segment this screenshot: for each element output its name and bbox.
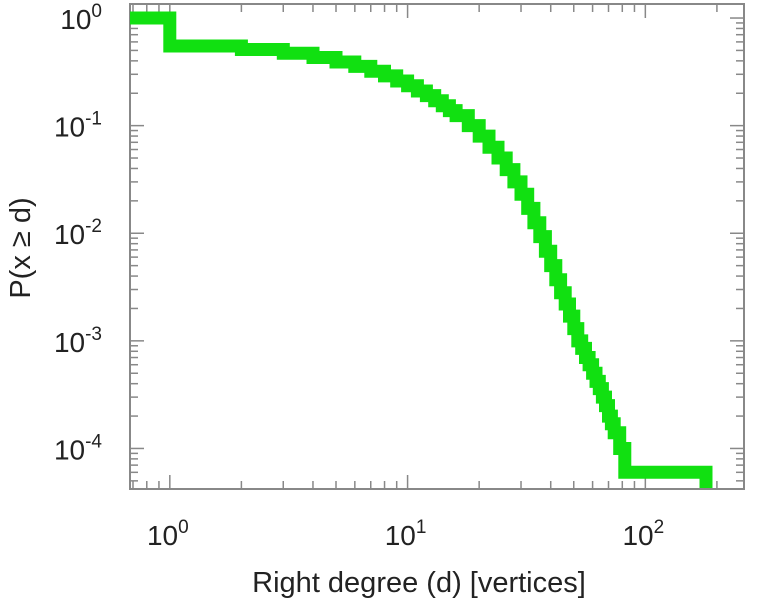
y-tick-label: 10-1 xyxy=(54,109,102,143)
y-tick-labels: 100 10-1 10-2 10-3 10-4 xyxy=(54,1,102,465)
y-tick-label: 10-2 xyxy=(54,216,102,250)
plot-frame xyxy=(129,3,745,490)
x-tick-label: 100 xyxy=(147,517,189,551)
x-tick-labels: 100 101 102 xyxy=(147,517,664,551)
ccdf-step-line xyxy=(130,11,713,488)
x-axis-label: Right degree (d) [vertices] xyxy=(252,567,586,599)
axis-ticks xyxy=(130,4,744,489)
y-tick-label: 100 xyxy=(60,1,102,35)
x-tick-label: 102 xyxy=(622,517,664,551)
x-tick-label: 101 xyxy=(385,517,427,551)
y-tick-label: 10-4 xyxy=(54,431,102,465)
y-tick-label: 10-3 xyxy=(54,324,102,358)
y-axis-label: P(x ≥ d) xyxy=(5,197,37,298)
